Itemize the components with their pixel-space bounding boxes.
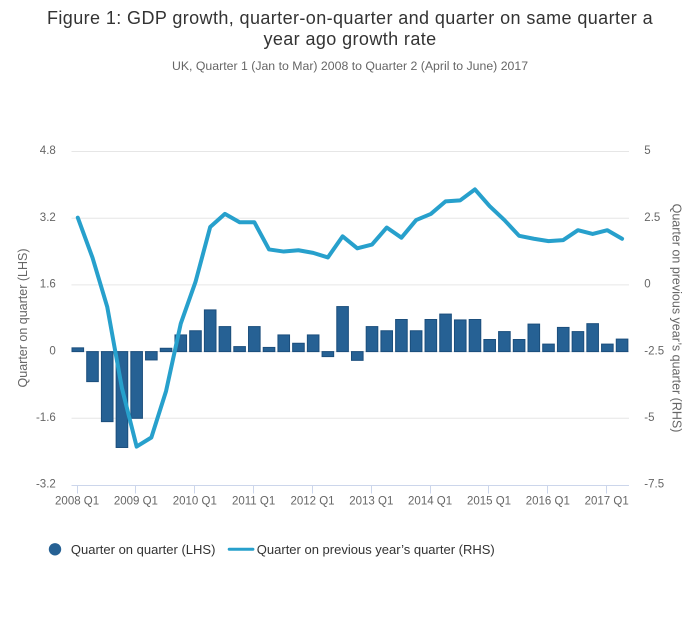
svg-text:1.6: 1.6 [40, 279, 56, 291]
svg-text:Quarter on previous year’s qua: Quarter on previous year’s quarter (RHS) [257, 542, 495, 557]
svg-text:-1.6: -1.6 [36, 412, 56, 424]
svg-text:4.8: 4.8 [40, 145, 56, 157]
svg-text:0: 0 [49, 345, 55, 357]
svg-text:3.2: 3.2 [40, 212, 56, 224]
svg-text:year ago growth rate: year ago growth rate [263, 29, 436, 49]
svg-text:2009 Q1: 2009 Q1 [114, 496, 158, 508]
svg-text:2017 Q1: 2017 Q1 [585, 496, 629, 508]
svg-text:UK, Quarter 1 (Jan to Mar) 200: UK, Quarter 1 (Jan to Mar) 2008 to Quart… [172, 59, 528, 73]
svg-text:2010 Q1: 2010 Q1 [173, 496, 217, 508]
svg-text:2015 Q1: 2015 Q1 [467, 496, 511, 508]
svg-text:2013 Q1: 2013 Q1 [349, 496, 393, 508]
svg-text:2012 Q1: 2012 Q1 [290, 496, 334, 508]
svg-text:Quarter on quarter (LHS): Quarter on quarter (LHS) [16, 249, 30, 388]
svg-text:Quarter on previous year’s qua: Quarter on previous year’s quarter (RHS) [670, 204, 684, 433]
svg-text:-3.2: -3.2 [36, 479, 56, 491]
svg-text:2011 Q1: 2011 Q1 [232, 496, 275, 508]
svg-text:2.5: 2.5 [644, 212, 660, 224]
svg-text:-2.5: -2.5 [644, 345, 664, 357]
svg-text:Quarter on quarter (LHS): Quarter on quarter (LHS) [71, 542, 216, 557]
svg-text:-7.5: -7.5 [644, 479, 664, 491]
svg-text:5: 5 [644, 145, 650, 157]
svg-text:2008 Q1: 2008 Q1 [55, 496, 99, 508]
svg-text:0: 0 [644, 279, 650, 291]
svg-text:Figure 1: GDP growth, quarter-: Figure 1: GDP growth, quarter-on-quarter… [47, 8, 654, 28]
svg-text:2016 Q1: 2016 Q1 [526, 496, 570, 508]
svg-text:2014 Q1: 2014 Q1 [408, 496, 452, 508]
svg-text:-5: -5 [644, 412, 654, 424]
